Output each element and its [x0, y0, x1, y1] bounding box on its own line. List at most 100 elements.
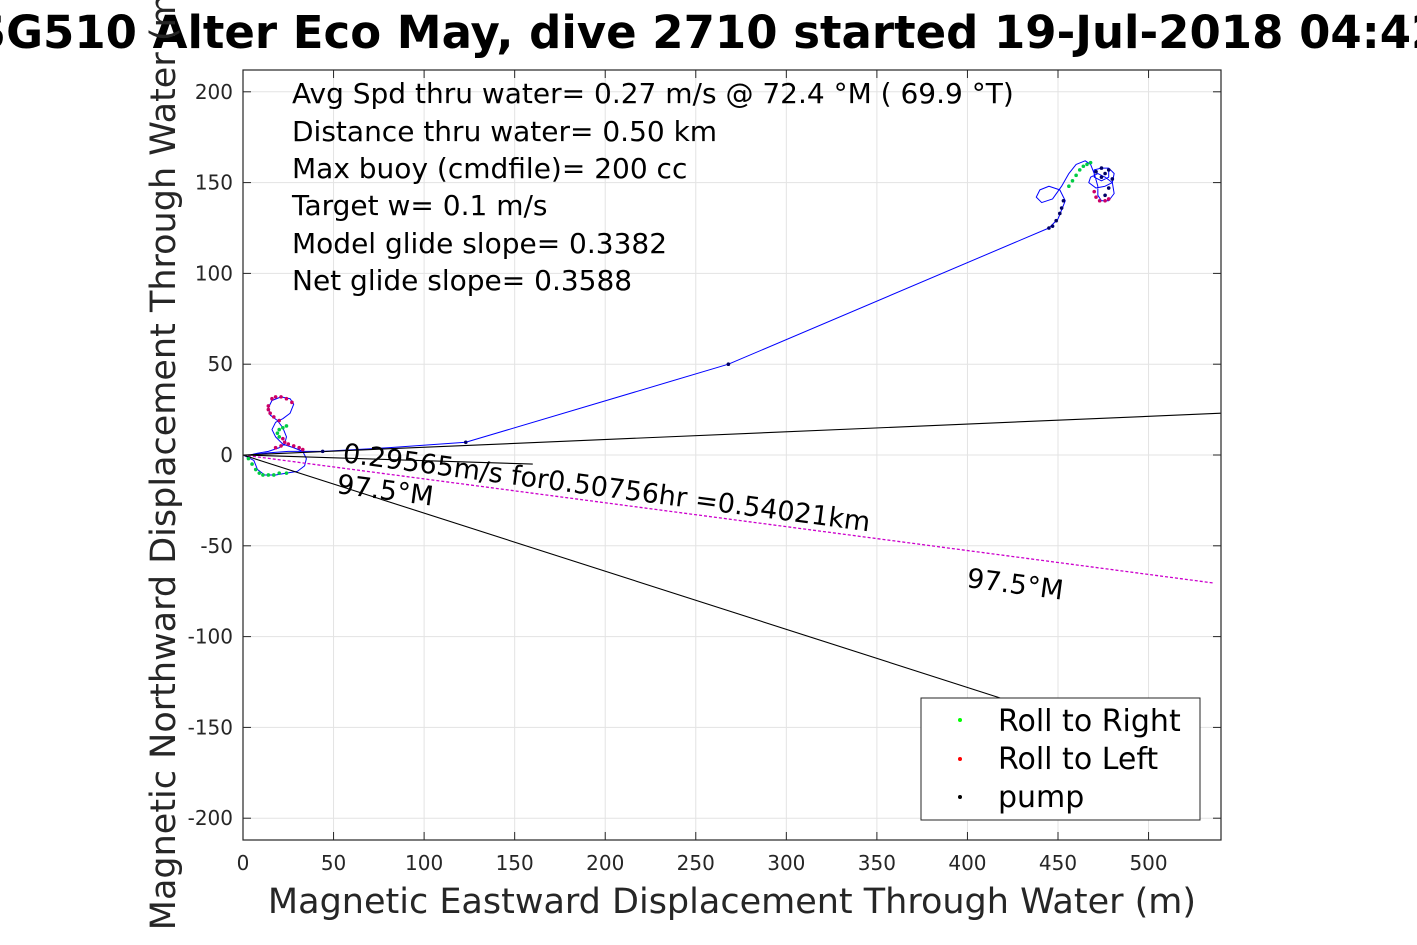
roll-left-point	[291, 444, 296, 448]
roll-left-point	[1103, 198, 1107, 203]
x-tick-label: 50	[321, 851, 346, 875]
roll-left-point	[1094, 195, 1098, 199]
pump-point	[320, 449, 325, 454]
roll-right-point	[1067, 184, 1071, 189]
y-tick-label: -200	[188, 806, 233, 830]
roll-right-point	[277, 435, 282, 439]
x-tick-label: 500	[1129, 851, 1167, 875]
roll-left-point	[279, 444, 283, 448]
pump-point	[1061, 198, 1066, 203]
chart-title: SG510 Alter Eco May, dive 2710 started 1…	[0, 6, 1417, 59]
roll-right-point	[246, 456, 251, 461]
reference-line	[243, 454, 1013, 703]
roll-left-point	[286, 442, 291, 446]
roll-right-point	[277, 427, 282, 432]
pump-point	[1094, 169, 1098, 174]
legend: Roll to Right Roll to Left pump	[920, 697, 1201, 821]
annotation-block: Avg Spd thru water= 0.27 m/s @ 72.4 °M (…	[291, 77, 1014, 297]
roll-left-point	[1097, 198, 1102, 203]
roll-right-point	[271, 473, 276, 477]
annotation-net-glide-slope: Net glide slope= 0.3588	[292, 264, 632, 297]
roll-left-point	[266, 407, 271, 412]
legend-label-roll-right: Roll to Right	[998, 704, 1181, 739]
y-tick-label: 0	[220, 443, 233, 467]
roll-right-point	[266, 473, 271, 477]
x-tick-label: 350	[858, 851, 896, 875]
pump-point	[1059, 206, 1064, 210]
legend-marker-roll-left	[958, 757, 962, 761]
annotation-avg-speed: Avg Spd thru water= 0.27 m/s @ 72.4 °M (…	[292, 77, 1014, 110]
roll-left-point	[281, 436, 285, 441]
pump-point	[1103, 171, 1107, 176]
roll-right-point	[253, 467, 258, 472]
pump-point	[1099, 166, 1104, 170]
roll-left-point	[271, 415, 276, 419]
y-tick-label: -100	[188, 625, 233, 649]
y-tick-label: 200	[195, 80, 233, 104]
roll-right-point	[284, 424, 289, 428]
reference-line	[243, 454, 533, 465]
roll-right-point	[277, 471, 282, 475]
annotation-max-buoy: Max buoy (cmdfile)= 200 cc	[292, 152, 687, 185]
pump-point	[1054, 218, 1058, 223]
roll-left-point	[282, 440, 287, 445]
annotation-target-w: Target w= 0.1 m/s	[291, 189, 548, 222]
roll-left-point	[1106, 197, 1111, 201]
y-tick-label: 50	[208, 352, 233, 376]
pump-point	[726, 362, 731, 366]
roll-left-point	[270, 396, 274, 401]
pump-point	[1106, 186, 1111, 190]
roll-right-point	[1085, 162, 1089, 167]
roll-right-point	[284, 471, 289, 475]
roll-left-point	[279, 395, 283, 399]
y-tick-label: 100	[195, 261, 233, 285]
x-tick-label: 0	[237, 851, 250, 875]
reference-line	[243, 412, 1221, 456]
legend-marker-pump	[958, 795, 962, 799]
legend-label-pump: pump	[998, 780, 1084, 815]
legend-marker-roll-right	[958, 718, 962, 722]
roll-right-point	[1088, 160, 1093, 165]
x-axis-label: Magnetic Eastward Displacement Through W…	[268, 882, 1196, 922]
pump-point	[1058, 211, 1062, 216]
x-tick-label: 250	[677, 851, 715, 875]
roll-right-point	[1077, 168, 1082, 172]
pump-point	[463, 440, 468, 445]
roll-left-point	[1092, 189, 1097, 194]
annotation-distance: Distance thru water= 0.50 km	[292, 115, 717, 148]
roll-right-point	[257, 471, 262, 475]
pump-point	[1110, 177, 1115, 181]
roll-left-point	[266, 404, 271, 408]
roll-right-point	[1070, 178, 1075, 183]
roll-right-point	[1074, 173, 1078, 178]
x-tick-label: 200	[586, 851, 624, 875]
roll-left-point	[300, 447, 305, 452]
pump-point	[1103, 193, 1107, 198]
y-tick-label: -150	[188, 715, 233, 739]
legend-label-roll-left: Roll to Left	[998, 742, 1158, 777]
pump-point	[1047, 226, 1051, 230]
y-tick-label: 150	[195, 171, 233, 195]
roll-right-point	[261, 473, 265, 477]
annotation-model-glide-slope: Model glide slope= 0.3382	[292, 227, 667, 260]
y-axis-label: Magnetic Northward Displacement Through …	[144, 0, 184, 930]
roll-right-point	[281, 425, 285, 430]
legend-box	[920, 697, 1201, 821]
roll-left-point	[268, 411, 272, 416]
x-tick-label: 300	[767, 851, 805, 875]
roll-left-point	[277, 418, 282, 423]
roll-right-point	[1081, 164, 1086, 169]
x-tick-label: 400	[948, 851, 986, 875]
axis-ticks: 0 50 100 150 200 250 300 350 400 450 500-200-150-1…	[188, 70, 1221, 875]
roll-left-point	[273, 395, 278, 399]
roll-right-point	[250, 462, 254, 466]
roll-left-point	[297, 445, 301, 450]
y-tick-label: -50	[200, 534, 233, 558]
roll-left-point	[273, 445, 278, 450]
current-vector-line	[243, 454, 1214, 584]
roll-left-point	[284, 396, 289, 401]
pump-point	[1099, 175, 1104, 179]
pump-point	[1106, 168, 1111, 172]
roll-left-point	[290, 400, 294, 405]
